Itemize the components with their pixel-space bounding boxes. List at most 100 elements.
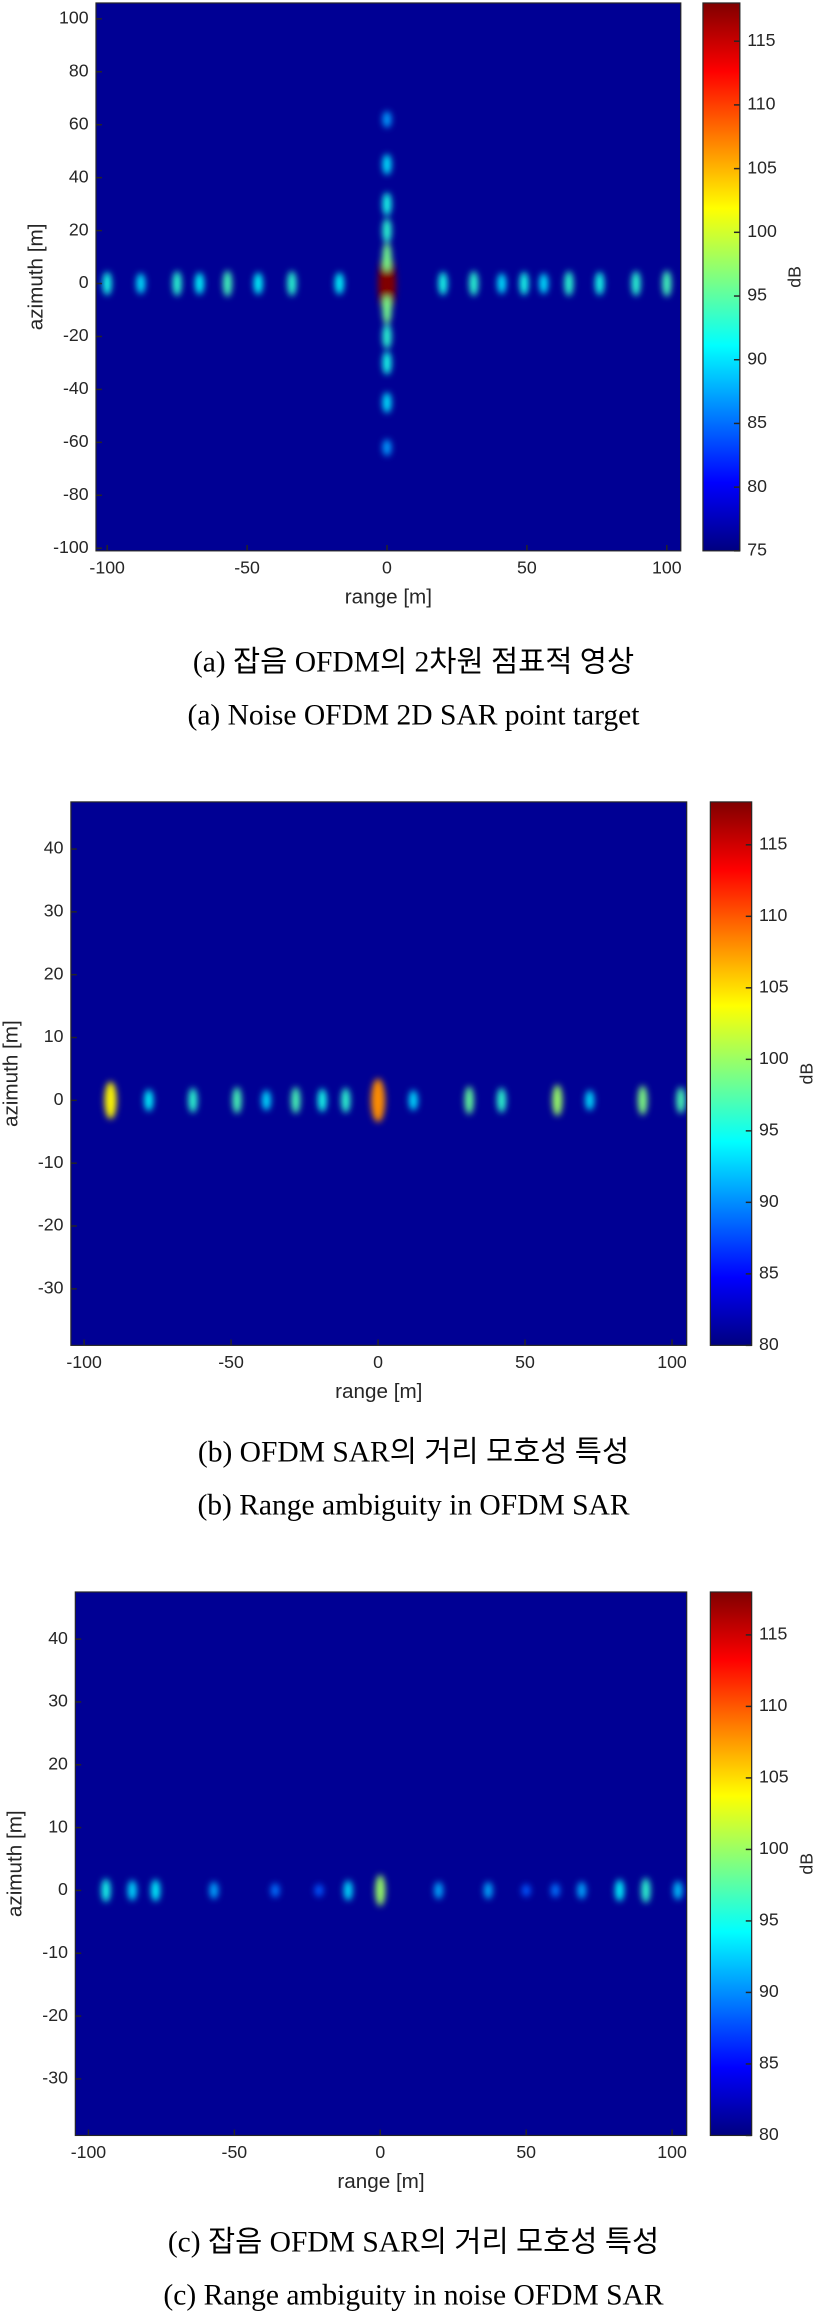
x-tick-label: 100	[657, 1352, 687, 1372]
spot	[314, 1884, 324, 1897]
spot	[195, 272, 204, 295]
spot	[382, 242, 392, 272]
spot	[673, 1881, 683, 1900]
colorbar	[709, 801, 753, 1346]
spots	[104, 1078, 686, 1123]
y-tick-label: 10	[48, 1816, 68, 1836]
colorbar-tick-label: 110	[747, 94, 775, 114]
caption-korean: (b) OFDM SAR의 거리 모호성 특성	[198, 1436, 629, 1468]
colorbar-tick-label: 115	[747, 30, 775, 50]
caption-english: (b) Range ambiguity in OFDM SAR	[197, 1490, 629, 1522]
spot	[102, 271, 112, 296]
spot	[464, 1086, 474, 1115]
spot	[101, 1878, 111, 1903]
caption-korean: (a) 잡음 OFDM의 2차원 점표적 영상	[193, 646, 634, 678]
spot	[334, 272, 344, 295]
y-tick-label: 40	[44, 838, 64, 858]
spot	[577, 1881, 587, 1899]
colorbar-tick-label: 100	[759, 1048, 789, 1068]
spot	[136, 273, 146, 294]
spot	[550, 1883, 560, 1898]
colorbar-tick-label: 100	[747, 221, 777, 241]
colorbar-tick-label: 90	[759, 1191, 779, 1211]
spot	[497, 273, 507, 294]
y-tick-label: -60	[63, 431, 89, 451]
spot	[585, 1090, 595, 1111]
spot	[382, 392, 392, 413]
colorbar-label: dB	[796, 1063, 816, 1085]
spot	[382, 439, 392, 456]
spots	[101, 1874, 683, 1906]
spot	[378, 253, 396, 314]
x-tick-label: 50	[515, 1352, 535, 1372]
colorbar-tick-label: 115	[759, 834, 787, 854]
x-tick-label: -50	[218, 1352, 244, 1372]
colorbar-label: dB	[785, 266, 805, 288]
x-tick-label: -50	[234, 557, 260, 577]
spot	[382, 154, 392, 175]
y-tick-label: -10	[42, 1942, 68, 1962]
y-tick-label: 10	[44, 1026, 64, 1046]
colorbar-tick-label: 80	[759, 1334, 779, 1354]
x-tick-label: 100	[657, 2142, 687, 2162]
spot	[637, 1085, 648, 1116]
x-tick-label: -100	[89, 557, 125, 577]
colorbar-tick-label: 80	[747, 476, 767, 496]
x-tick-label: 0	[382, 557, 392, 577]
spot	[382, 295, 392, 325]
y-tick-label: 30	[44, 901, 64, 921]
y-axis-label: azimuth [m]	[0, 1020, 22, 1127]
colorbar-tick-label: 105	[747, 157, 777, 177]
y-tick-label: 60	[69, 113, 89, 133]
x-tick-label: -50	[222, 2142, 248, 2162]
colorbar-tick-label: 90	[747, 348, 767, 368]
spot	[676, 1087, 686, 1114]
colorbar-tick-label: 110	[759, 905, 787, 925]
spot	[151, 1879, 161, 1902]
spot	[382, 218, 392, 243]
colorbar-tick-label: 95	[759, 1120, 779, 1140]
colorbar-tick-label: 75	[747, 540, 767, 560]
x-tick-label: -100	[71, 2142, 107, 2162]
colorbar	[709, 1591, 753, 2137]
x-axis-label: range [m]	[337, 2170, 424, 2193]
spot	[521, 1884, 531, 1897]
caption-english: (a) Noise OFDM 2D SAR point target	[187, 700, 640, 732]
y-tick-label: -20	[38, 1215, 64, 1235]
y-tick-label: 100	[59, 8, 89, 28]
caption-english: (c) Range ambiguity in noise OFDM SAR	[163, 2280, 663, 2312]
colorbar-tick-label: 90	[759, 1981, 779, 2001]
spot	[223, 270, 232, 297]
spot	[343, 1880, 353, 1901]
y-tick-label: -80	[63, 484, 89, 504]
x-tick-label: 50	[516, 2142, 536, 2162]
spot	[662, 270, 672, 297]
spot	[291, 1087, 301, 1114]
spot	[375, 1874, 386, 1906]
spots	[102, 111, 672, 456]
colorbar-tick-label: 85	[747, 412, 767, 432]
colorbar-tick-label: 105	[759, 1767, 789, 1787]
y-tick-label: 20	[69, 219, 89, 239]
spot	[641, 1877, 651, 1903]
y-tick-label: 40	[48, 1628, 68, 1648]
y-tick-label: 20	[44, 963, 64, 983]
spot	[469, 271, 479, 296]
spot	[371, 1078, 385, 1123]
spot	[408, 1090, 418, 1111]
spot	[631, 271, 641, 296]
spot	[552, 1084, 563, 1116]
spot	[287, 271, 297, 296]
colorbar-tick-label: 85	[759, 2053, 779, 2073]
x-tick-label: 0	[373, 1352, 383, 1372]
spot	[172, 271, 182, 296]
x-axis-label: range [m]	[335, 1380, 422, 1403]
colorbar	[702, 2, 741, 552]
spot	[253, 272, 263, 295]
spot	[188, 1087, 198, 1113]
y-tick-label: -20	[63, 325, 89, 345]
colorbar-tick-label: 105	[759, 977, 789, 997]
colorbar-tick-label: 95	[759, 1910, 779, 1930]
colorbar-tick-label: 95	[747, 285, 767, 305]
